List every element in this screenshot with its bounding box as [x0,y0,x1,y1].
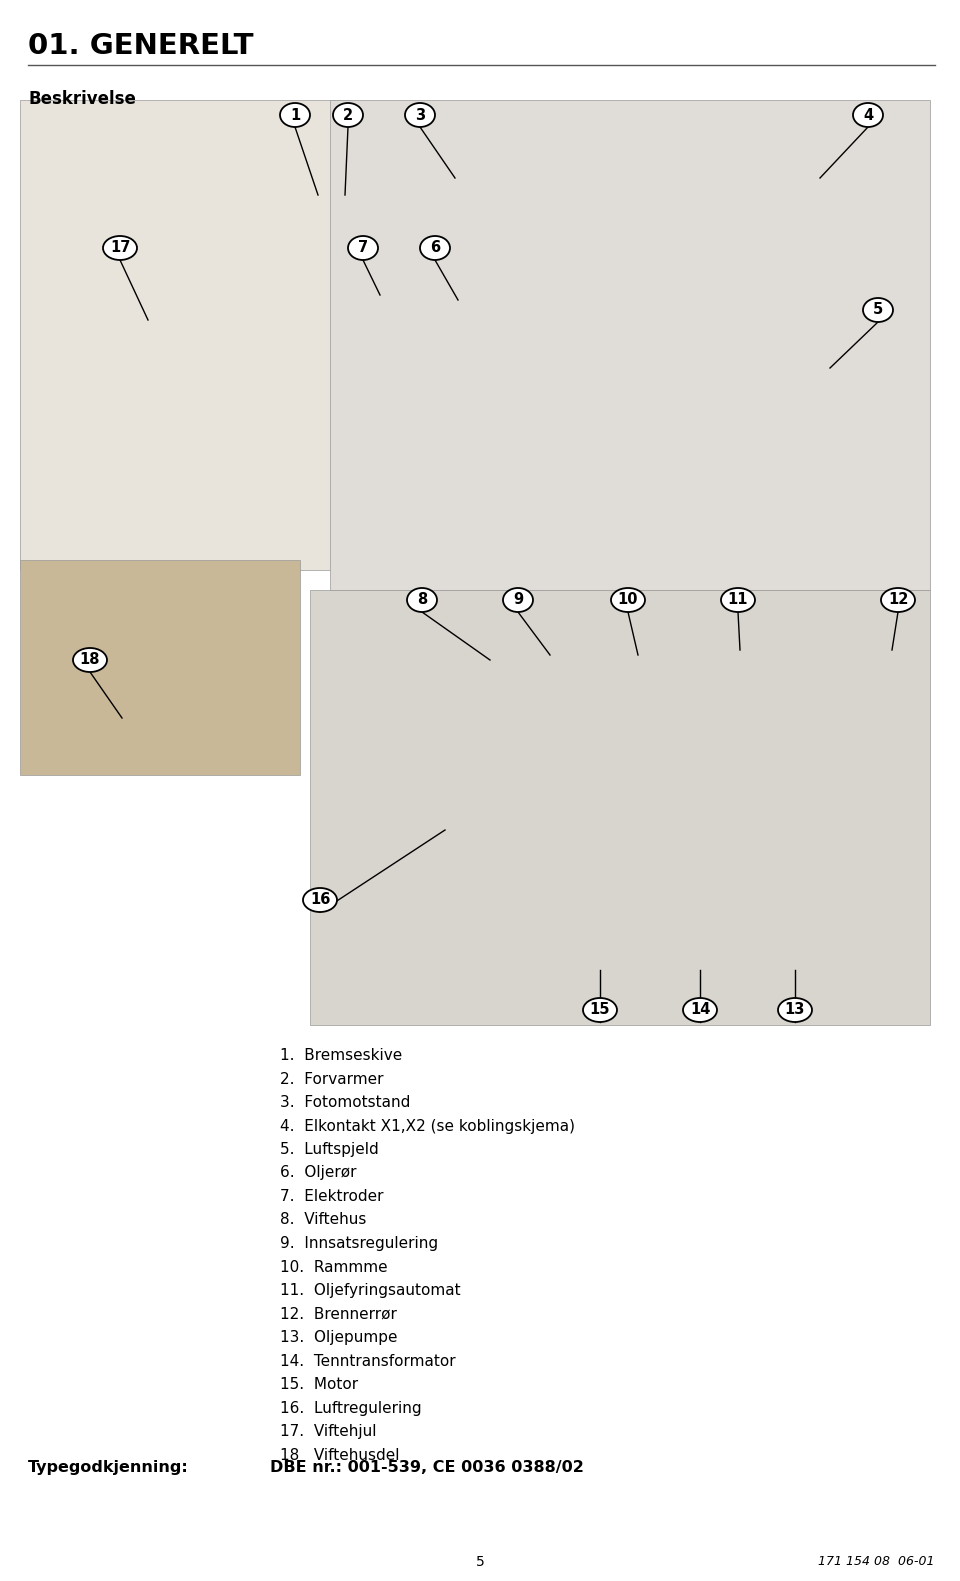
Text: 8.  Viftehus: 8. Viftehus [280,1213,367,1227]
Text: 3: 3 [415,108,425,122]
Text: 17: 17 [109,240,131,256]
Text: 13: 13 [785,1002,805,1018]
Text: 6.  Oljerør: 6. Oljerør [280,1165,356,1181]
Text: 13.  Oljepumpe: 13. Oljepumpe [280,1330,397,1345]
Text: Beskrivelse: Beskrivelse [28,90,136,108]
Ellipse shape [280,103,310,126]
Bar [330,100,930,590]
Text: 11: 11 [728,593,748,607]
Text: 7.  Elektroder: 7. Elektroder [280,1189,383,1205]
Text: 1.  Bremseskive: 1. Bremseskive [280,1048,402,1062]
Text: 3.  Fotomotstand: 3. Fotomotstand [280,1096,410,1110]
Ellipse shape [683,998,717,1021]
Ellipse shape [103,236,137,259]
Ellipse shape [303,889,337,912]
Ellipse shape [348,236,378,259]
Text: 4: 4 [863,108,873,122]
Text: 2.  Forvarmer: 2. Forvarmer [280,1072,383,1086]
Text: Typegodkjenning:: Typegodkjenning: [28,1459,189,1475]
Text: 14.  Tenntransformator: 14. Tenntransformator [280,1353,456,1369]
Text: 15.  Motor: 15. Motor [280,1377,358,1391]
Ellipse shape [611,588,645,612]
Text: 5.  Luftspjeld: 5. Luftspjeld [280,1141,379,1157]
Text: 5: 5 [873,302,883,318]
Ellipse shape [73,648,107,672]
Text: 15: 15 [589,1002,611,1018]
Text: 11.  Oljefyringsautomat: 11. Oljefyringsautomat [280,1284,461,1298]
Text: 17.  Viftehjul: 17. Viftehjul [280,1424,376,1439]
Text: 12.  Brennerrør: 12. Brennerrør [280,1306,396,1322]
Text: 16: 16 [310,893,330,907]
Text: 10: 10 [617,593,638,607]
Text: 6: 6 [430,240,440,256]
Text: 1: 1 [290,108,300,122]
Text: 12: 12 [888,593,908,607]
Text: 14: 14 [690,1002,710,1018]
Ellipse shape [881,588,915,612]
Ellipse shape [405,103,435,126]
Text: 9.  Innsatsregulering: 9. Innsatsregulering [280,1236,438,1251]
Bar [20,560,300,775]
Text: 01. GENERELT: 01. GENERELT [28,32,253,60]
Ellipse shape [778,998,812,1021]
Text: 7: 7 [358,240,368,256]
Text: 171 154 08  06-01: 171 154 08 06-01 [819,1556,935,1568]
Ellipse shape [333,103,363,126]
Text: 18   Viftehusdel: 18 Viftehusdel [280,1448,399,1462]
Text: 8: 8 [417,593,427,607]
Text: 16.  Luftregulering: 16. Luftregulering [280,1401,421,1415]
Ellipse shape [853,103,883,126]
Ellipse shape [583,998,617,1021]
Ellipse shape [863,297,893,323]
Text: 10.  Rammme: 10. Rammme [280,1260,388,1274]
Text: 5: 5 [475,1556,485,1568]
Text: 9: 9 [513,593,523,607]
Bar [310,590,930,1024]
Ellipse shape [721,588,755,612]
Ellipse shape [407,588,437,612]
Bar [20,100,350,571]
Ellipse shape [503,588,533,612]
Text: 18: 18 [80,653,100,667]
Text: 2: 2 [343,108,353,122]
Text: 4.  Elkontakt X1,X2 (se koblingskjema): 4. Elkontakt X1,X2 (se koblingskjema) [280,1118,575,1134]
Ellipse shape [420,236,450,259]
Text: DBE nr.: 001-539, CE 0036 0388/02: DBE nr.: 001-539, CE 0036 0388/02 [270,1459,584,1475]
